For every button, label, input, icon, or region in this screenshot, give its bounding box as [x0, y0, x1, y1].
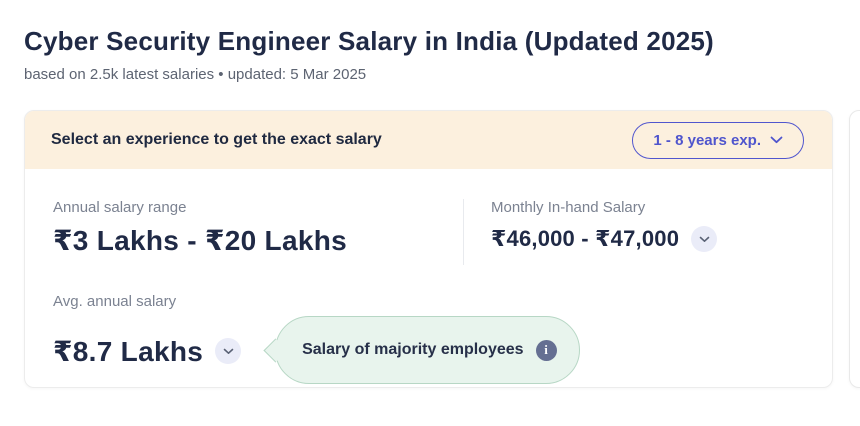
- monthly-in-hand-value: ₹46,000 - ₹47,000: [491, 226, 680, 251]
- monthly-salary-expand-button[interactable]: [691, 226, 718, 252]
- salary-top-row: Annual salary range ₹3 Lakhs - ₹20 Lakhs…: [53, 199, 804, 265]
- experience-prompt: Select an experience to get the exact sa…: [51, 131, 382, 148]
- annual-salary-range-label: Annual salary range: [53, 199, 187, 216]
- salary-card-body: Annual salary range ₹3 Lakhs - ₹20 Lakhs…: [25, 169, 832, 384]
- experience-dropdown-label: 1 - 8 years exp.: [653, 131, 761, 149]
- annual-salary-range-block: Annual salary range ₹3 Lakhs - ₹20 Lakhs: [53, 199, 464, 265]
- monthly-in-hand-label: Monthly In-hand Salary: [491, 199, 646, 216]
- tooltip-arrow: [263, 338, 288, 363]
- salary-card-header: Select an experience to get the exact sa…: [25, 111, 832, 169]
- info-icon[interactable]: i: [535, 339, 557, 361]
- page-subtitle: based on 2.5k latest salaries • updated:…: [24, 66, 367, 83]
- avg-salary-expand-button[interactable]: [215, 338, 242, 364]
- chevron-down-icon: [699, 236, 710, 243]
- experience-dropdown[interactable]: 1 - 8 years exp.: [632, 121, 804, 159]
- adjacent-card-edge: [849, 110, 860, 388]
- majority-salary-tooltip-text: Salary of majority employees: [302, 341, 524, 358]
- avg-annual-salary-block: Avg. annual salary ₹8.7 Lakhs Salary of …: [53, 293, 804, 384]
- annual-salary-range-value: ₹3 Lakhs - ₹20 Lakhs: [53, 225, 347, 256]
- chevron-down-icon: [223, 348, 234, 355]
- page-title: Cyber Security Engineer Salary in India …: [24, 26, 714, 56]
- monthly-in-hand-block: Monthly In-hand Salary ₹46,000 - ₹47,000: [464, 199, 718, 265]
- salary-card: Select an experience to get the exact sa…: [24, 110, 833, 388]
- avg-annual-salary-label: Avg. annual salary: [53, 293, 177, 310]
- majority-salary-tooltip: Salary of majority employees i: [263, 316, 580, 384]
- chevron-down-icon: [770, 136, 783, 144]
- avg-annual-salary-value: ₹8.7 Lakhs: [53, 335, 204, 367]
